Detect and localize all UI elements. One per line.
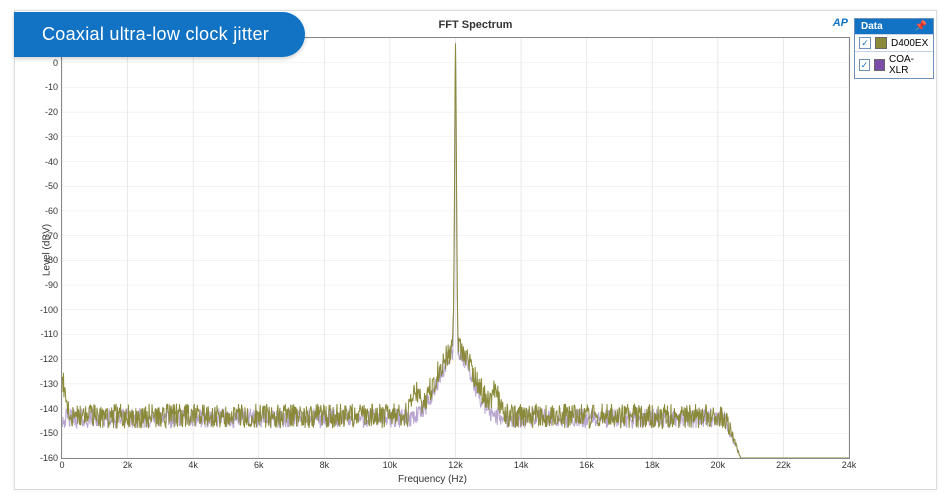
x-tick: 20k (711, 458, 726, 470)
x-tick: 8k (320, 458, 330, 470)
checkbox-icon[interactable]: ✓ (859, 37, 871, 49)
legend-item[interactable]: ✓ D400EX (855, 34, 933, 51)
x-tick: 24k (842, 458, 857, 470)
x-tick: 18k (645, 458, 660, 470)
y-tick: 0 (53, 58, 62, 68)
legend-label: COA-XLR (889, 54, 929, 76)
x-tick: 16k (579, 458, 594, 470)
y-tick: -30 (45, 132, 62, 142)
x-axis-label: Frequency (Hz) (15, 474, 850, 485)
y-tick: -90 (45, 280, 62, 290)
legend-item[interactable]: ✓ COA-XLR (855, 51, 933, 78)
x-tick: 2k (123, 458, 133, 470)
y-tick: -110 (41, 329, 62, 339)
x-tick: 14k (514, 458, 529, 470)
y-tick: -130 (40, 379, 62, 389)
y-tick: -120 (40, 354, 62, 364)
y-tick: -100 (40, 305, 62, 315)
y-tick: -20 (45, 107, 62, 117)
y-tick: -10 (45, 82, 62, 92)
marketing-badge: Coaxial ultra-low clock jitter (14, 12, 305, 57)
vendor-logo: AP (833, 17, 848, 29)
legend-header: Data 📌 (855, 19, 933, 34)
x-tick: 22k (776, 458, 791, 470)
x-tick: 6k (254, 458, 264, 470)
fft-spectrum-chart (62, 38, 849, 458)
chart-panel: FFT Spectrum AP Data 📌 ✓D400EX✓COA-XLR L… (14, 10, 937, 490)
x-tick: 10k (383, 458, 398, 470)
y-tick: -70 (45, 231, 62, 241)
y-tick: -80 (45, 255, 62, 265)
y-tick: -150 (40, 428, 62, 438)
pin-icon[interactable]: 📌 (915, 21, 927, 32)
color-swatch (874, 59, 885, 71)
checkbox-icon[interactable]: ✓ (859, 59, 870, 71)
y-tick: -140 (40, 404, 62, 414)
y-tick: -40 (45, 157, 62, 167)
y-tick: -60 (45, 206, 62, 216)
legend-label: D400EX (891, 38, 928, 49)
y-tick: -50 (45, 181, 62, 191)
x-tick: 12k (448, 458, 463, 470)
plot-area: -160-150-140-130-120-110-100-90-80-70-60… (61, 37, 850, 459)
legend: Data 📌 ✓ D400EX ✓ COA-XLR (854, 18, 934, 79)
x-tick: 0 (59, 458, 64, 470)
color-swatch (875, 37, 887, 49)
x-tick: 4k (188, 458, 198, 470)
legend-title: Data (861, 21, 883, 32)
